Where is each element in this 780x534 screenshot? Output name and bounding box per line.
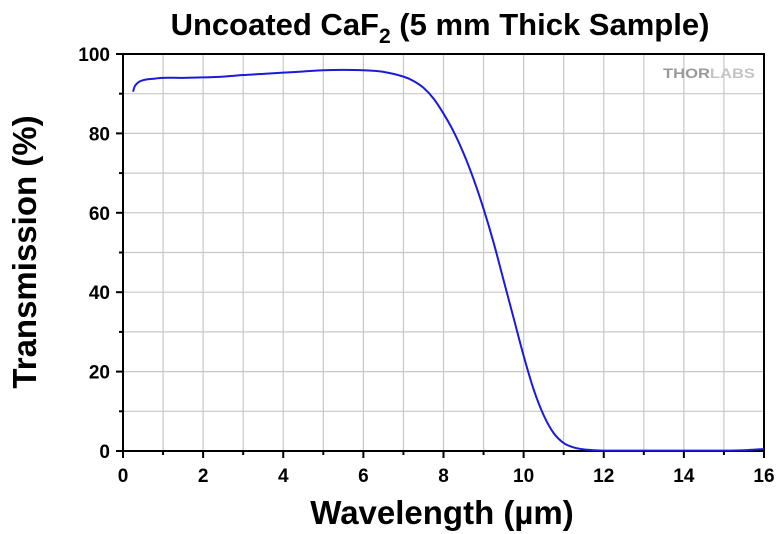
y-tick-label: 80 xyxy=(89,124,110,145)
y-tick-label: 100 xyxy=(78,45,110,66)
x-tick-label: 14 xyxy=(673,466,695,487)
y-tick-label: 20 xyxy=(89,363,110,384)
tick-labels: 0 2 4 6 8 10 12 14 16 0 20 40 60 80 100 xyxy=(78,45,774,487)
x-tick-label: 8 xyxy=(438,466,449,487)
y-tick-label: 40 xyxy=(89,283,110,304)
grid xyxy=(123,54,764,451)
y-axis-label: Transmission (%) xyxy=(6,115,43,388)
x-tick-label: 0 xyxy=(118,466,129,487)
thorlabs-logo: THOR LABS xyxy=(663,65,755,81)
x-tick-label: 6 xyxy=(358,466,369,487)
y-tick-label: 0 xyxy=(99,442,110,463)
y-tick-label: 60 xyxy=(89,204,110,225)
axis-ticks xyxy=(116,53,765,458)
x-tick-label: 10 xyxy=(513,466,534,487)
x-tick-label: 16 xyxy=(753,466,774,487)
x-axis-label: Wavelength (µm) xyxy=(310,494,573,531)
chart-title: Uncoated CaF2 (5 mm Thick Sample) xyxy=(171,7,710,48)
x-tick-label: 12 xyxy=(593,466,614,487)
series-line-transmission xyxy=(132,68,765,452)
x-tick-label: 2 xyxy=(198,466,209,487)
x-tick-label: 4 xyxy=(278,466,289,487)
